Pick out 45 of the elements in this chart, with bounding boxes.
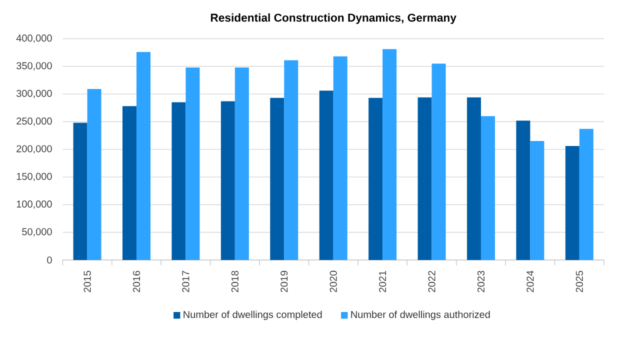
- x-tick-label: 2017: [182, 270, 190, 292]
- bar: [333, 56, 348, 260]
- legend-label: Number of dwellings completed: [184, 310, 322, 320]
- bar: [186, 67, 200, 260]
- bar: [579, 128, 594, 260]
- x-tick-label: 2023: [477, 270, 485, 292]
- y-tick-label: 0: [47, 256, 52, 264]
- y-tick-label: 350,000: [16, 62, 52, 70]
- bar: [172, 102, 186, 260]
- y-tick-label: 400,000: [16, 34, 52, 43]
- y-tick-label: 150,000: [16, 172, 52, 182]
- bar: [480, 116, 495, 260]
- bar: [368, 98, 383, 260]
- y-tick-label: 100,000: [16, 200, 52, 209]
- bar: [73, 122, 88, 260]
- bar: [87, 89, 102, 260]
- y-tick-label: 250,000: [16, 118, 52, 126]
- y-tick-label: 50,000: [22, 228, 52, 236]
- y-tick-label: 300,000: [16, 90, 52, 98]
- bar: [270, 98, 284, 260]
- bar: [220, 101, 235, 260]
- x-tick-label: 2015: [84, 270, 91, 292]
- chart-title: Residential Construction Dynamics, Germany: [210, 13, 456, 24]
- bar: [136, 52, 150, 260]
- bar: [565, 146, 580, 260]
- x-tick-label: 2018: [231, 270, 238, 292]
- x-tick-label: 2025: [576, 270, 583, 292]
- x-tick-label: 2016: [132, 270, 140, 292]
- bar: [122, 106, 136, 260]
- bar: [418, 97, 432, 260]
- bar: [466, 97, 481, 260]
- bar: [530, 141, 544, 260]
- bar: [432, 64, 446, 260]
- y-tick-label: 200,000: [16, 145, 52, 154]
- bar: [382, 49, 397, 260]
- bar: [516, 120, 530, 260]
- bar: [319, 90, 334, 260]
- legend-label: Number of dwellings authorized: [351, 310, 490, 320]
- x-tick-label: 2022: [428, 270, 436, 292]
- bar: [234, 67, 249, 260]
- x-tick-label: 2024: [526, 270, 534, 292]
- bar: [284, 60, 298, 260]
- x-tick-label: 2020: [330, 270, 337, 292]
- x-tick-label: 2019: [280, 270, 288, 292]
- x-tick-label: 2021: [379, 270, 386, 292]
